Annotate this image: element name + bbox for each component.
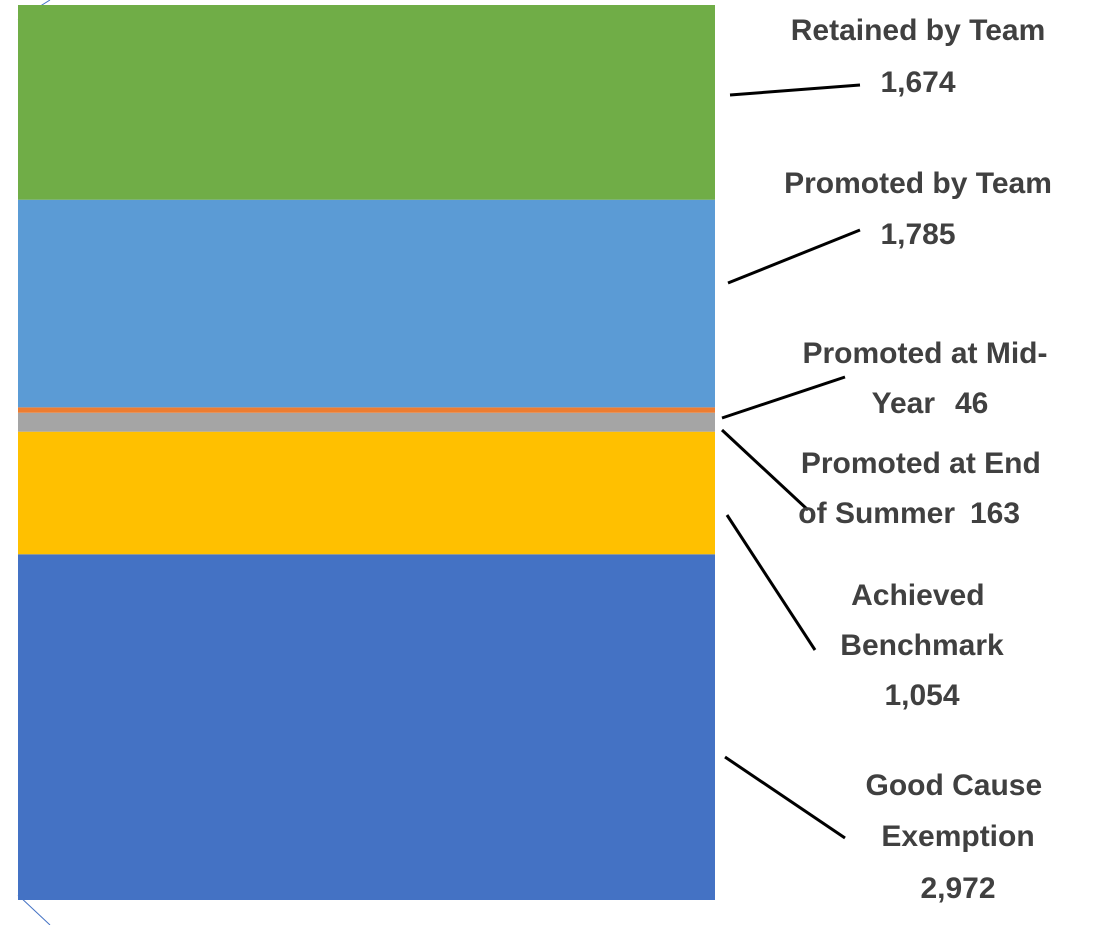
- bar-segment: [18, 199, 715, 408]
- value-label: 46: [955, 387, 988, 420]
- leader-line: [729, 83, 861, 97]
- value-label: 163: [970, 497, 1020, 530]
- label-line: Year: [872, 387, 936, 420]
- value-label: 2,972: [920, 872, 995, 905]
- segment-label: Promoted at End of Summer: [798, 447, 1049, 530]
- label-line: Promoted at Mid-: [803, 337, 1048, 370]
- segment-label: Promoted by Team: [784, 167, 1052, 200]
- leader-line: [725, 514, 817, 651]
- leader-line: [721, 375, 846, 420]
- label-line: Good Cause: [865, 769, 1050, 802]
- leader-line: [727, 228, 861, 285]
- value-label: 1,054: [884, 679, 959, 712]
- segment-label: Retained by Team: [791, 14, 1046, 47]
- label-line: Achieved: [851, 579, 993, 612]
- bar-segment: [18, 412, 715, 432]
- segment-label: Good Cause Exemption: [865, 769, 1050, 853]
- label-line: Benchmark: [840, 629, 1004, 662]
- leader-line: [724, 755, 846, 840]
- segment-label: Promoted at Mid- Year: [803, 337, 1048, 420]
- label-line: Promoted at End: [801, 447, 1049, 480]
- bar-segment: [18, 554, 715, 900]
- value-label: 1,785: [880, 218, 955, 251]
- leader-line: [720, 428, 810, 512]
- segment-label: Achieved Benchmark: [840, 579, 1004, 662]
- bar-segment: [18, 431, 715, 555]
- bar-segment: [18, 407, 715, 413]
- label-line: of Summer: [798, 497, 955, 530]
- bar-segment: [18, 5, 715, 200]
- value-label: 1,674: [880, 66, 955, 99]
- label-line: Retained by Team: [791, 14, 1046, 47]
- label-line: Promoted by Team: [784, 167, 1052, 200]
- label-line: Exemption: [881, 820, 1034, 853]
